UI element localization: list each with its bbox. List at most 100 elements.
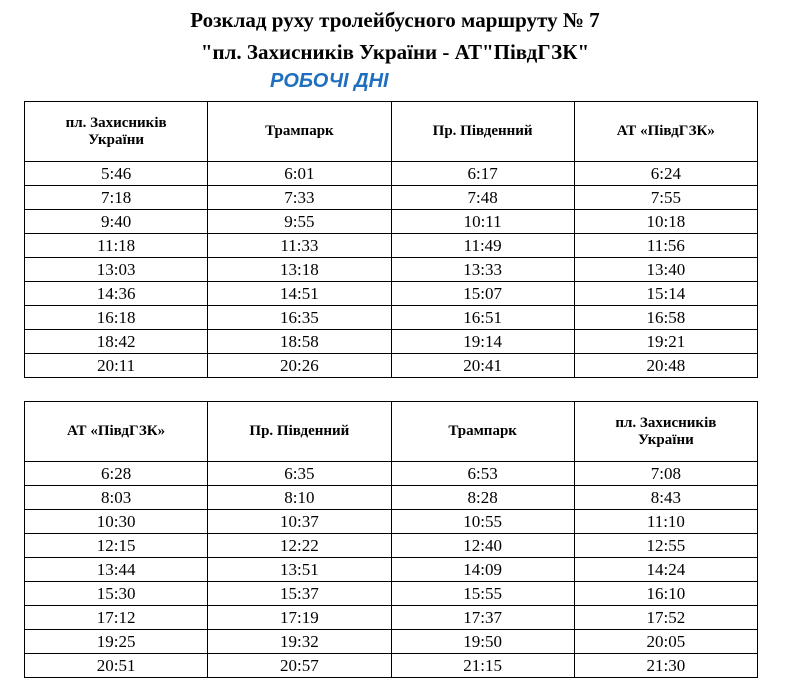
time-cell: 10:30	[23, 509, 209, 534]
time-cell: 13:33	[390, 257, 575, 282]
time-cell: 17:12	[23, 605, 209, 630]
row: 20:51 20:57 21:15 21:30	[23, 653, 759, 678]
time-cell: 11:18	[23, 233, 209, 258]
row: 9:40 9:55 10:11 10:18	[23, 209, 759, 234]
time-cell: 14:36	[23, 281, 209, 306]
time-cell: 8:43	[573, 485, 759, 510]
time-cell: 20:41	[390, 353, 575, 378]
column-header-text: Трампарк	[448, 423, 517, 439]
time-cell: 6:01	[207, 161, 392, 186]
column-header: Трампарк	[207, 101, 392, 162]
time-cell: 7:18	[23, 185, 209, 210]
column-header: пл. Захисників України	[573, 401, 759, 462]
time-cell: 12:22	[207, 533, 392, 558]
time-cell: 6:53	[390, 461, 575, 486]
time-cell: 20:26	[207, 353, 392, 378]
time-cell: 13:40	[573, 257, 759, 282]
time-cell: 18:42	[23, 329, 209, 354]
column-header: Трампарк	[390, 401, 575, 462]
time-cell: 17:19	[207, 605, 392, 630]
row: 10:30 10:37 10:55 11:10	[23, 509, 759, 534]
column-header: Пр. Південний	[390, 101, 575, 162]
column-header: пл. Захисників України	[23, 101, 209, 162]
time-cell: 16:10	[573, 581, 759, 606]
time-cell: 15:55	[390, 581, 575, 606]
time-cell: 9:55	[207, 209, 392, 234]
time-cell: 11:33	[207, 233, 392, 258]
schedule-table: АТ «ПівдГЗК» Пр. Південний Трампарк пл. Зах…	[23, 401, 759, 678]
time-cell: 10:37	[207, 509, 392, 534]
column-header-text: пл. Захисників України	[615, 414, 717, 448]
row: 12:15 12:22 12:40 12:55	[23, 533, 759, 558]
time-cell: 9:40	[23, 209, 209, 234]
row: 7:18 7:33 7:48 7:55	[23, 185, 759, 210]
time-cell: 8:10	[207, 485, 392, 510]
time-cell: 20:11	[23, 353, 209, 378]
time-cell: 11:56	[573, 233, 759, 258]
time-cell: 19:21	[573, 329, 759, 354]
time-cell: 17:37	[390, 605, 575, 630]
time-cell: 19:14	[390, 329, 575, 354]
time-cell: 10:11	[390, 209, 575, 234]
time-cell: 13:03	[23, 257, 209, 282]
time-cell: 21:15	[390, 653, 575, 678]
time-cell: 20:51	[23, 653, 209, 678]
column-header: Пр. Південний	[207, 401, 392, 462]
time-cell: 15:07	[390, 281, 575, 306]
time-cell: 13:51	[207, 557, 392, 582]
schedule-table: пл. Захисників України Трампарк Пр. Півден…	[23, 101, 759, 378]
time-cell: 14:24	[573, 557, 759, 582]
time-cell: 12:40	[390, 533, 575, 558]
time-cell: 19:25	[23, 629, 209, 654]
row: 14:36 14:51 15:07 15:14	[23, 281, 759, 306]
column-header: АТ «ПівдГЗК»	[23, 401, 209, 462]
time-cell: 16:35	[207, 305, 392, 330]
time-cell: 12:55	[573, 533, 759, 558]
time-cell: 6:35	[207, 461, 392, 486]
column-header-text: пл. Захисників України	[65, 114, 167, 148]
time-cell: 15:37	[207, 581, 392, 606]
time-cell: 8:03	[23, 485, 209, 510]
time-cell: 10:55	[390, 509, 575, 534]
row: 16:18 16:35 16:51 16:58	[23, 305, 759, 330]
column-header-text: АТ «ПівдГЗК»	[616, 123, 715, 139]
column-header-text: АТ «ПівдГЗК»	[67, 423, 166, 439]
time-cell: 21:30	[573, 653, 759, 678]
time-cell: 12:15	[23, 533, 209, 558]
time-cell: 14:09	[390, 557, 575, 582]
column-header-text: Пр. Південний	[249, 423, 350, 439]
row: 15:30 15:37 15:55 16:10	[23, 581, 759, 606]
column-header-text: Трампарк	[265, 123, 334, 139]
time-cell: 6:17	[390, 161, 575, 186]
time-cell: 20:48	[573, 353, 759, 378]
time-cell: 7:08	[573, 461, 759, 486]
time-cell: 15:14	[573, 281, 759, 306]
column-header-text: Пр. Південний	[432, 123, 533, 139]
time-cell: 19:50	[390, 629, 575, 654]
time-cell: 15:30	[23, 581, 209, 606]
time-cell: 14:51	[207, 281, 392, 306]
row: 18:42 18:58 19:14 19:21	[23, 329, 759, 354]
time-cell: 11:49	[390, 233, 575, 258]
title: "пл. Захисників України - АТ"ПівдГЗК"	[200, 40, 590, 64]
time-cell: 16:18	[23, 305, 209, 330]
time-cell: 11:10	[573, 509, 759, 534]
row: 20:11 20:26 20:41 20:48	[23, 353, 759, 378]
row: 17:12 17:19 17:37 17:52	[23, 605, 759, 630]
subtitle: РОБОЧІ ДНІ	[270, 70, 389, 92]
header-row: АТ «ПівдГЗК» Пр. Південний Трампарк пл. Зах…	[23, 401, 759, 462]
time-cell: 8:28	[390, 485, 575, 510]
time-cell: 10:18	[573, 209, 759, 234]
time-cell: 5:46	[23, 161, 209, 186]
time-cell: 17:52	[573, 605, 759, 630]
time-cell: 6:24	[573, 161, 759, 186]
time-cell: 16:51	[390, 305, 575, 330]
row: 8:03 8:10 8:28 8:43	[23, 485, 759, 510]
column-header: АТ «ПівдГЗК»	[573, 101, 759, 162]
time-cell: 20:05	[573, 629, 759, 654]
row: 13:03 13:18 13:33 13:40	[23, 257, 759, 282]
row: 13:44 13:51 14:09 14:24	[23, 557, 759, 582]
time-cell: 7:33	[207, 185, 392, 210]
time-cell: 13:44	[23, 557, 209, 582]
